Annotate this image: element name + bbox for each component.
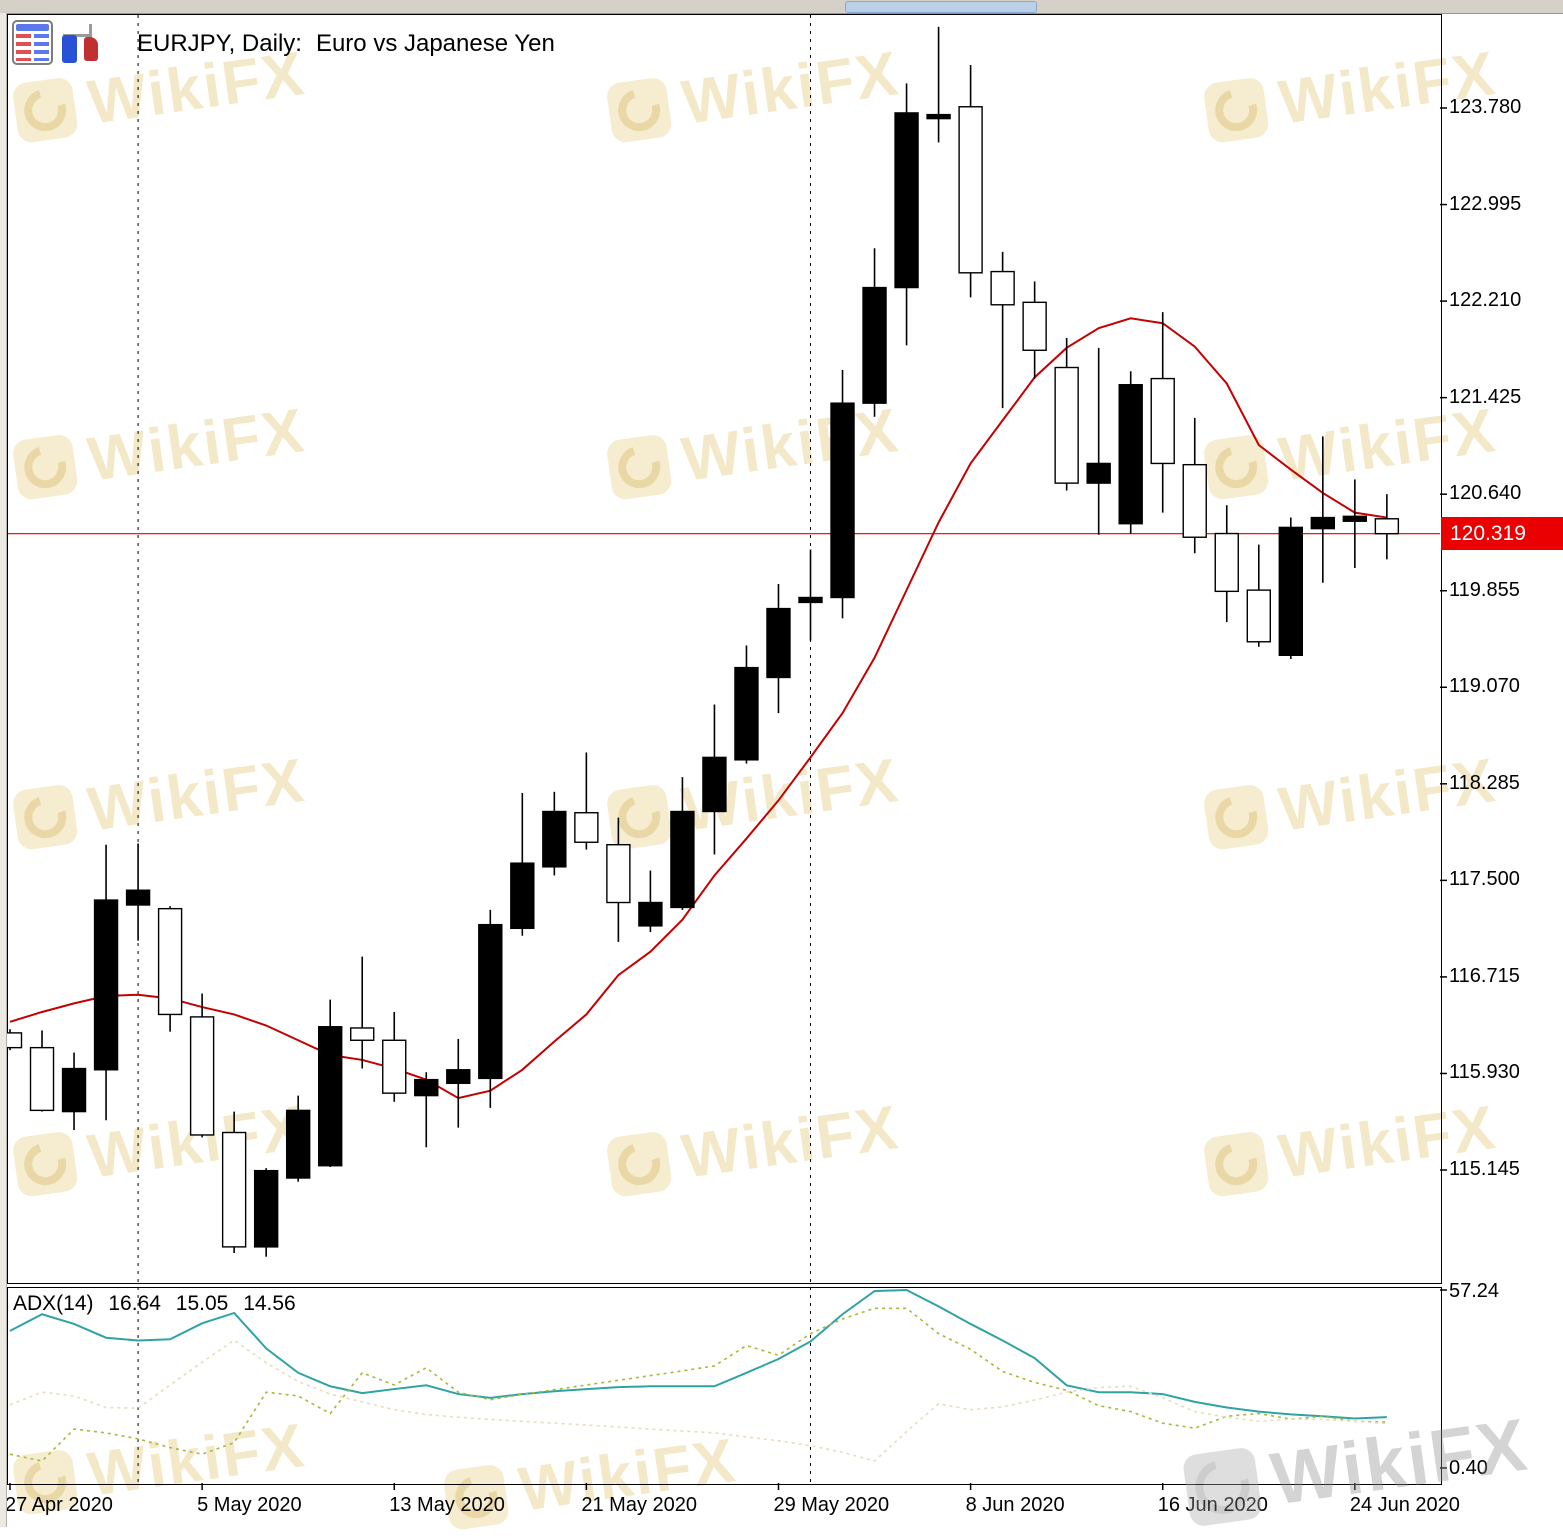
price-axis-label: 119.070 [1449, 675, 1520, 698]
candle-body-bull [478, 923, 503, 1080]
candle-body-bull [766, 607, 791, 679]
candle-body-bull [285, 1109, 311, 1179]
price-axis-label: 115.145 [1449, 1158, 1520, 1181]
indicator-value-adx: 16.64 [108, 1292, 161, 1315]
chart-title: EURJPY, Daily: Euro vs Japanese Yen [137, 30, 555, 58]
price-axis-label: 118.285 [1449, 771, 1520, 794]
price-axis-label: 121.425 [1449, 385, 1522, 408]
candle-body-bull [1342, 515, 1368, 522]
candle-body-bear [382, 1039, 407, 1094]
candle-body-bear [189, 1016, 215, 1136]
candle-body-bull [862, 286, 887, 404]
candle-body-bull [926, 113, 951, 120]
time-axis-label: 8 Jun 2020 [965, 1494, 1065, 1516]
price-axis-label: 119.855 [1449, 578, 1520, 601]
candle-body-bear [29, 1046, 55, 1112]
candle-body-bear [1214, 532, 1239, 593]
candle-body-bull [702, 756, 727, 813]
candle-body-bear [574, 812, 599, 843]
candle-body-bull [253, 1169, 279, 1248]
time-axis-label: 27 Apr 2020 [5, 1494, 113, 1516]
candle-body-bull [93, 899, 119, 1071]
chart-description: Euro vs Japanese Yen [315, 30, 555, 57]
current-price-badge: 120.319 [1441, 517, 1563, 550]
scrollbar-thumb[interactable] [845, 1, 1037, 13]
candle-body-bear [606, 844, 631, 904]
indicator-line-pDI [9, 1307, 1387, 1462]
market-watch-icon[interactable] [12, 20, 53, 65]
indicator-line-ADX [9, 1288, 1387, 1420]
candle-body-bull [1278, 526, 1304, 657]
indicator-line-mDI [9, 1339, 1387, 1462]
candle-body-bear [958, 106, 983, 274]
candle-body-bull [1086, 462, 1111, 484]
time-axis-label: 5 May 2020 [197, 1494, 302, 1516]
candle-body-bear [1022, 301, 1047, 351]
horizontal-scrollbar[interactable] [0, 0, 1563, 14]
time-axis-label: 21 May 2020 [581, 1494, 697, 1516]
candle-body-bull [125, 889, 151, 906]
candle-body-bull [510, 862, 535, 930]
indicator-value-pdi: 15.05 [175, 1292, 229, 1315]
candle-body-bull [894, 112, 919, 289]
candle-body-bear [1054, 366, 1079, 484]
price-axis-label: 123.780 [1449, 96, 1522, 118]
chart-symbol-period: EURJPY, Daily: [137, 30, 302, 57]
candle-body-bear [157, 907, 183, 1016]
price-axis-label: 117.500 [1449, 868, 1520, 891]
time-axis-label: 24 Jun 2020 [1349, 1494, 1460, 1516]
candle-body-bear [1246, 589, 1271, 643]
adx-indicator-pane[interactable] [7, 1287, 1442, 1485]
candle-body-bull [638, 901, 663, 927]
candle-body-bear [1182, 463, 1207, 538]
candle-body-bull [318, 1026, 343, 1167]
main-chart-pane[interactable] [7, 14, 1442, 1284]
candle-body-bear [1150, 377, 1175, 465]
price-axis-label: 116.715 [1449, 964, 1520, 987]
candle-body-bull [414, 1078, 439, 1097]
candle-body-bear [350, 1027, 375, 1041]
indicator-name: ADX(14) [13, 1292, 94, 1315]
price-axis-label: 122.210 [1449, 289, 1522, 312]
moving-average-line [9, 317, 1388, 1100]
time-axis-label: 13 May 2020 [389, 1494, 505, 1516]
price-axis-label: 120.640 [1449, 482, 1522, 505]
price-axis-label: 122.995 [1449, 192, 1522, 215]
indicator-title: ADX(14) 16.64 15.05 14.56 [13, 1292, 305, 1316]
candle-body-bull [734, 666, 759, 761]
candle-body-bull [670, 810, 695, 909]
candle-body-bear [221, 1131, 247, 1248]
candle-body-bear [1374, 518, 1400, 535]
candle-body-bear [990, 270, 1015, 306]
bar-chart-icon[interactable] [61, 22, 98, 63]
indicator-value-mdi: 14.56 [243, 1292, 296, 1315]
candle-body-bull [1118, 384, 1143, 525]
candle-body-bull [1310, 516, 1336, 530]
window-left-border [0, 13, 7, 1527]
adx-scale-bottom-label: 0.40 [1449, 1457, 1488, 1479]
candle-body-bull [61, 1067, 87, 1113]
candle-body-bull [798, 596, 823, 604]
price-axis-label: 115.930 [1449, 1061, 1520, 1084]
candle-body-bull [830, 402, 855, 599]
candle-body-bull [542, 810, 567, 868]
candle-body-bull [446, 1069, 471, 1085]
time-axis-label: 29 May 2020 [773, 1494, 890, 1516]
adx-scale-top-label: 57.24 [1449, 1280, 1500, 1302]
time-axis-label: 16 Jun 2020 [1157, 1494, 1268, 1516]
